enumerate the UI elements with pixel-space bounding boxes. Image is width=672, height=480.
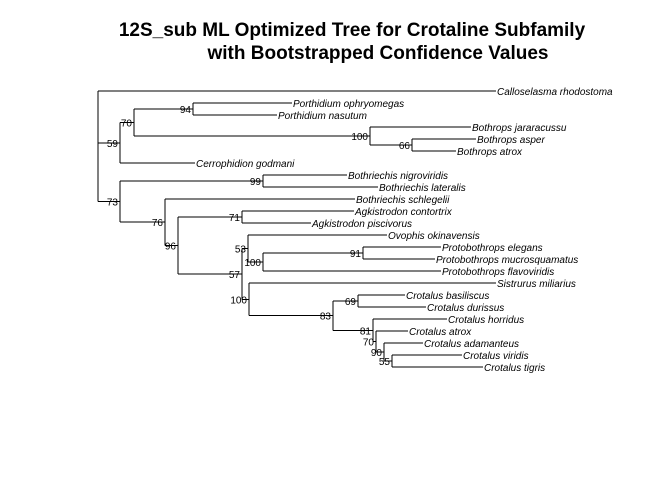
tree-labels: Calloselasma rhodostoma Porthidium ophryo… bbox=[107, 87, 613, 374]
tip-label-sistrurus-miliarius: Sistrurus miliarius bbox=[497, 279, 576, 290]
chart-title-line-1: 12S_sub ML Optimized Tree for Crotaline … bbox=[119, 20, 586, 41]
bootstrap-value-n-e: 96 bbox=[165, 241, 177, 252]
tip-label-crotalus-tigris: Crotalus tigris bbox=[484, 363, 545, 374]
tip-label-porthidium-ophryomegas: Porthidium ophryomegas bbox=[293, 99, 404, 110]
tip-label-bothriechis-lateralis: Bothriechis lateralis bbox=[379, 183, 466, 194]
bootstrap-value-n-c: 73 bbox=[107, 198, 119, 209]
bootstrap-value-n-h: 100 bbox=[230, 295, 247, 306]
tip-label-cerrophidion-godmani: Cerrophidion godmani bbox=[196, 159, 295, 170]
tree-branches bbox=[97, 90, 496, 368]
bootstrap-value-n-proto2: 91 bbox=[350, 249, 362, 260]
bootstrap-value-n-both2: 66 bbox=[399, 141, 411, 152]
bootstrap-value-n-f: 57 bbox=[229, 270, 241, 281]
tip-label-bothrops-jararacussu: Bothrops jararacussu bbox=[472, 123, 567, 134]
tip-label-crotalus-durissus: Crotalus durissus bbox=[427, 303, 504, 314]
tip-label-crotalus-horridus: Crotalus horridus bbox=[448, 315, 524, 326]
tip-label-crotalus-viridis: Crotalus viridis bbox=[463, 351, 529, 362]
tip-label-protobothrops-flavoviridis: Protobothrops flavoviridis bbox=[442, 267, 554, 278]
bootstrap-value-n-l: 70 bbox=[363, 338, 375, 349]
bootstrap-value-n-n: 55 bbox=[379, 357, 391, 368]
bootstrap-value-n-i: 83 bbox=[320, 312, 332, 323]
bootstrap-value-n-both: 100 bbox=[351, 132, 368, 143]
bootstrap-value-n-m: 90 bbox=[371, 348, 383, 359]
tip-label-protobothrops-mucrosquamatus: Protobothrops mucrosquamatus bbox=[436, 255, 578, 266]
tip-label-bothriechis-schlegelii: Bothriechis schlegelii bbox=[356, 195, 450, 206]
tip-label-crotalus-basiliscus: Crotalus basiliscus bbox=[406, 291, 489, 302]
bootstrap-value-n-a: 59 bbox=[107, 139, 119, 150]
tip-label-porthidium-nasutum: Porthidium nasutum bbox=[278, 111, 367, 122]
bootstrap-value-n-proto: 100 bbox=[244, 258, 261, 269]
tip-label-bothrops-asper: Bothrops asper bbox=[477, 135, 545, 146]
bootstrap-value-n-porth: 94 bbox=[180, 105, 192, 116]
tip-label-ovophis-okinavensis: Ovophis okinavensis bbox=[388, 231, 480, 242]
bootstrap-value-n-j: 69 bbox=[345, 297, 357, 308]
tip-label-calloselasma-rhodostoma: Calloselasma rhodostoma bbox=[497, 87, 613, 98]
tip-label-crotalus-atrox: Crotalus atrox bbox=[409, 327, 472, 338]
bootstrap-value-n-k: 81 bbox=[360, 326, 372, 337]
tip-label-bothriechis-nigroviridis: Bothriechis nigroviridis bbox=[348, 171, 448, 182]
bootstrap-value-n-bothriechis: 99 bbox=[250, 177, 262, 188]
tip-label-crotalus-adamanteus: Crotalus adamanteus bbox=[424, 339, 519, 350]
tip-label-agkistrodon-piscivorus: Agkistrodon piscivorus bbox=[311, 219, 412, 230]
tip-label-agkistrodon-contortrix: Agkistrodon contortrix bbox=[354, 207, 453, 218]
bootstrap-value-n-g: 53 bbox=[235, 245, 247, 256]
tip-label-protobothrops-elegans: Protobothrops elegans bbox=[442, 243, 543, 254]
bootstrap-value-n-agk: 71 bbox=[229, 213, 241, 224]
bootstrap-value-n-d: 76 bbox=[152, 218, 164, 229]
chart-title-line-2: with Bootstrapped Confidence Values bbox=[207, 43, 549, 64]
tip-label-bothrops-atrox: Bothrops atrox bbox=[457, 147, 523, 158]
bootstrap-value-n-b: 70 bbox=[121, 119, 133, 130]
